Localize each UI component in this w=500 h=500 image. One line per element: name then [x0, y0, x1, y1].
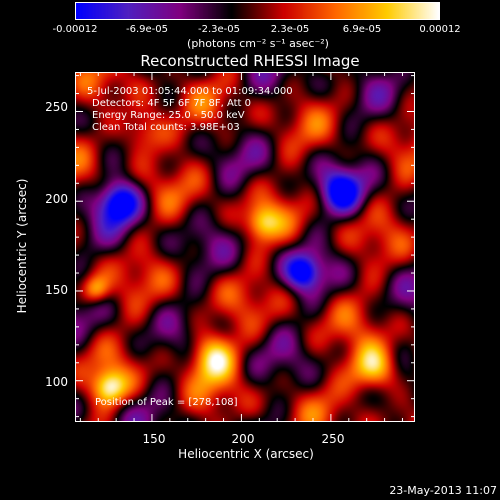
y-tick-label: 100	[45, 375, 68, 389]
annotation-time: 5-Jul-2003 01:05:44.000 to 01:09:34.000	[87, 86, 293, 97]
chart-title: Reconstructed RHESSI Image	[140, 52, 360, 70]
plot-area: 5-Jul-2003 01:05:44.000 to 01:09:34.000 …	[75, 72, 415, 422]
y-axis-label: Heliocentric Y (arcsec)	[15, 178, 29, 314]
colorbar-tick-label: 6.9e-05	[342, 24, 382, 35]
x-axis-label: Heliocentric X (arcsec)	[178, 447, 314, 461]
colorbar-tick-label: 0.00012	[419, 24, 461, 35]
peak-position-label: Position of Peak = [278,108]	[95, 397, 238, 408]
y-tick-label: 200	[45, 192, 68, 206]
plot-axes	[75, 72, 415, 422]
annotation-clean-counts: Clean Total counts: 3.98E+03	[92, 122, 240, 133]
y-tick-label: 250	[45, 100, 68, 114]
colorbar-tick-label: 2.3e-05	[270, 24, 310, 35]
annotation-energy-range: Energy Range: 25.0 - 50.0 keV	[92, 110, 245, 121]
colorbar-tick-label: -2.3e-05	[198, 24, 240, 35]
colorbar-unit: (photons cm⁻² s⁻¹ asec⁻²)	[187, 37, 329, 50]
colorbar-tick-label: -0.00012	[52, 24, 98, 35]
x-tick-label: 200	[231, 432, 255, 446]
x-tick-label: 250	[321, 432, 345, 446]
plot-frame	[75, 72, 415, 422]
colorbar-tick-label: -6.9e-05	[126, 24, 168, 35]
timestamp: 23-May-2013 11:07	[389, 484, 497, 497]
annotation-detectors: Detectors: 4F 5F 6F 7F 8F, Att 0	[92, 98, 252, 109]
y-tick-label: 150	[45, 283, 68, 297]
colorbar	[75, 2, 440, 20]
rhessi-image-heatmap	[75, 72, 415, 422]
x-tick-label: 150	[142, 432, 166, 446]
